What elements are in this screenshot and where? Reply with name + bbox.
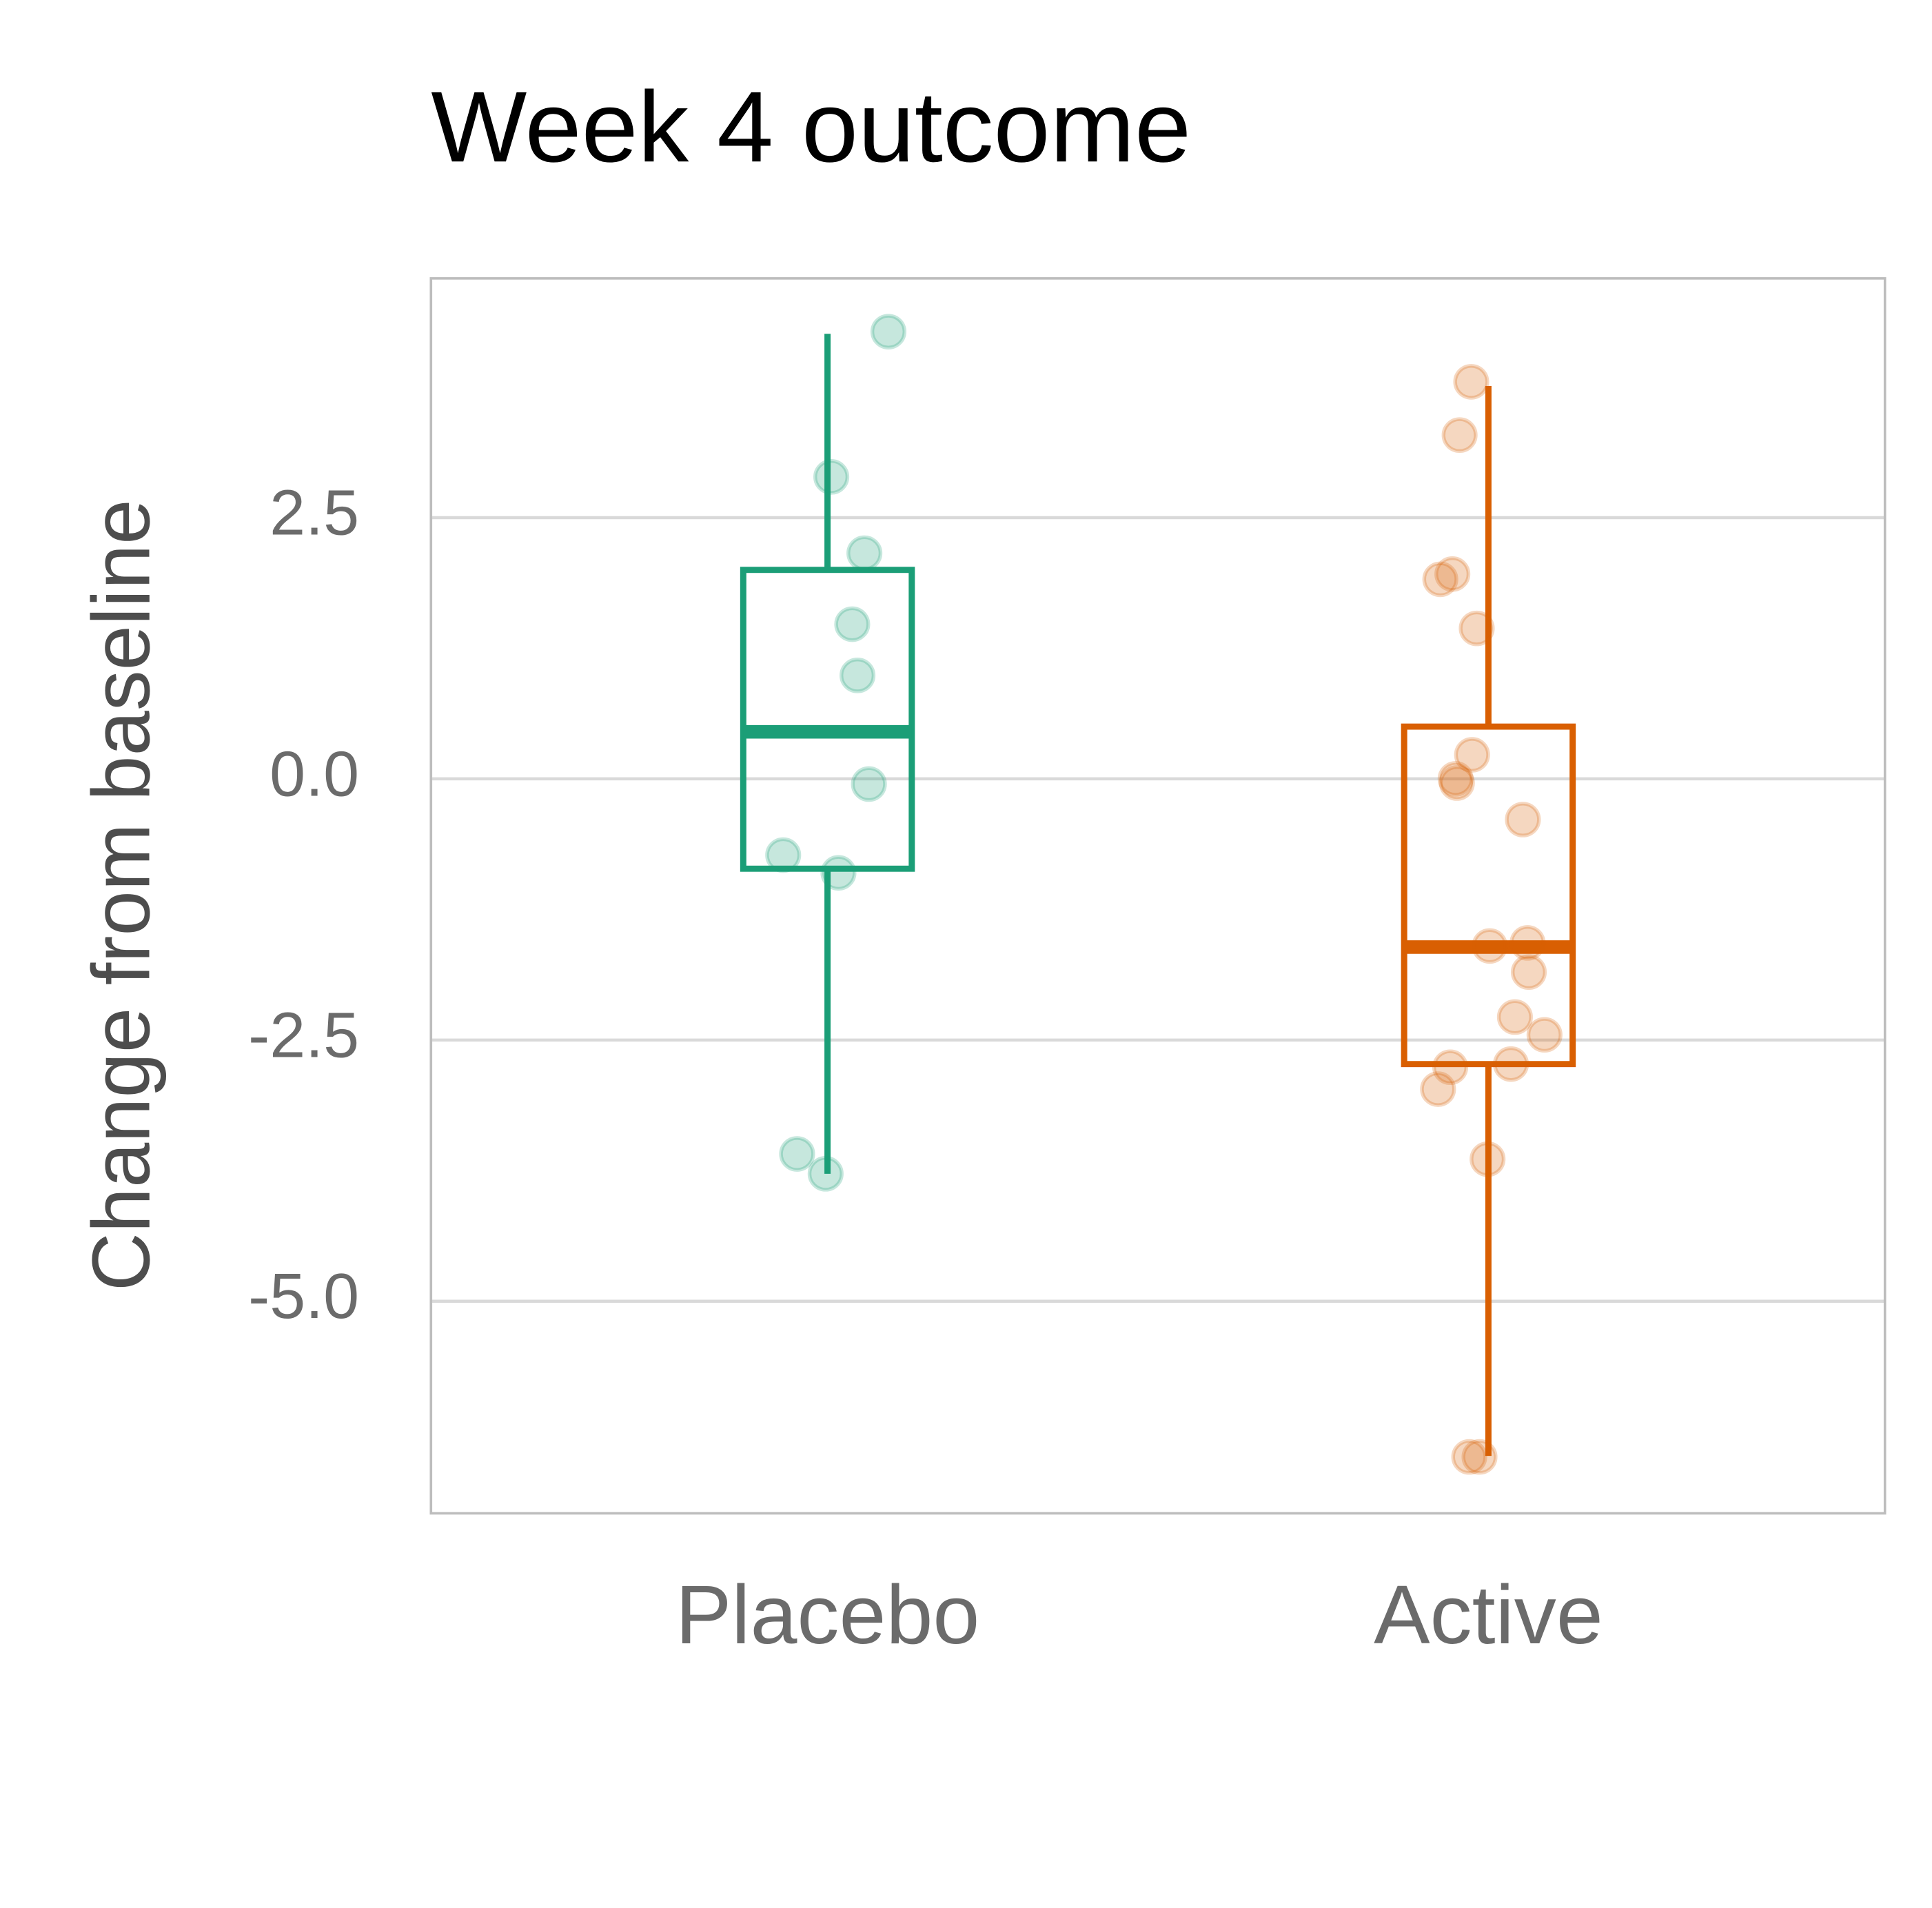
point (851, 766, 887, 802)
point (1496, 999, 1533, 1035)
point (1510, 954, 1547, 991)
point (1493, 1046, 1529, 1082)
point (820, 855, 857, 891)
y-tick-label: -2.5 (248, 999, 359, 1070)
point (1438, 765, 1475, 801)
point (1505, 802, 1541, 838)
point (1437, 761, 1474, 797)
point (807, 1156, 844, 1192)
point (1454, 737, 1490, 773)
point (846, 535, 883, 571)
point (1458, 610, 1495, 647)
point (779, 1136, 815, 1172)
x-tick-label: Placebo (675, 1568, 980, 1661)
x-tick-label: Active (1374, 1568, 1603, 1661)
point (1509, 925, 1546, 961)
point (1461, 1439, 1498, 1475)
box (1401, 723, 1576, 1068)
point (840, 658, 876, 693)
point (1422, 561, 1458, 598)
point (1420, 1071, 1456, 1107)
point (870, 314, 907, 349)
point (1441, 417, 1478, 454)
point (1472, 928, 1508, 964)
point (1470, 1141, 1506, 1177)
panel-border (429, 277, 1887, 1515)
point (834, 606, 871, 642)
point (765, 837, 802, 873)
point (1451, 1439, 1487, 1475)
y-tick-label: 2.5 (270, 477, 359, 548)
point (1453, 364, 1489, 400)
point (1526, 1017, 1563, 1053)
box (740, 567, 915, 872)
point (813, 459, 850, 495)
point (1434, 556, 1471, 592)
chart-title: Week 4 outcome (431, 71, 1191, 183)
y-tick-label: 0.0 (270, 738, 359, 809)
y-axis-label: Change from baseline (76, 499, 167, 1291)
point (1432, 1049, 1469, 1086)
y-tick-label: -5.0 (248, 1261, 359, 1332)
